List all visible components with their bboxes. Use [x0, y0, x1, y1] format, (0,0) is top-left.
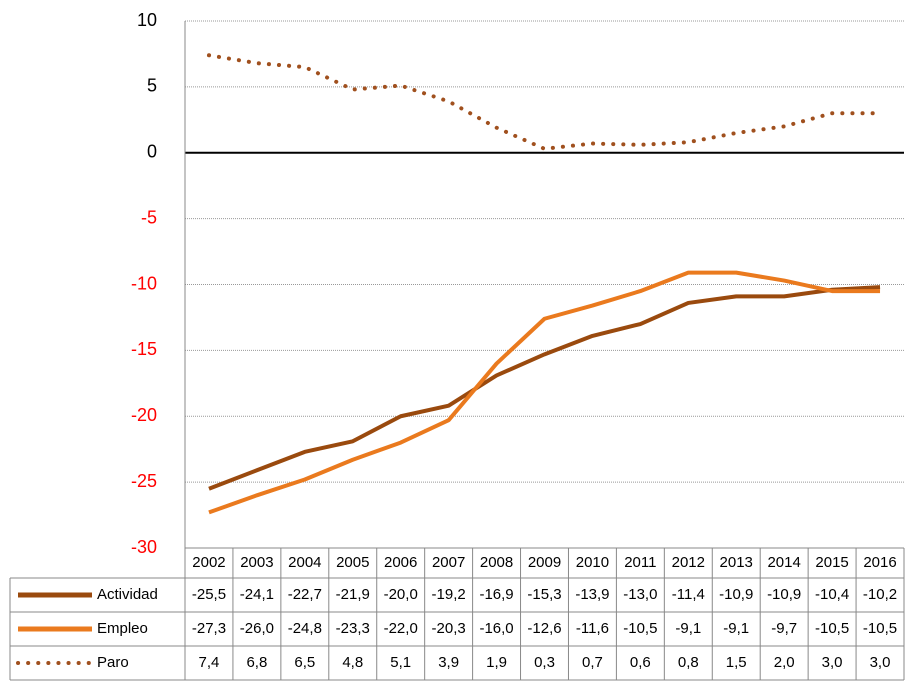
data-label: -13,9	[575, 586, 609, 603]
data-label: -11,6	[576, 620, 609, 637]
y-tick-label: -10	[131, 273, 157, 293]
x-tick-label: 2009	[528, 554, 561, 571]
data-label: -16,9	[479, 586, 513, 603]
data-label: -22,0	[384, 620, 418, 637]
x-tick-label: 2013	[720, 554, 753, 571]
legend-label: Actividad	[97, 586, 158, 603]
data-label: -24,8	[288, 620, 322, 637]
data-label: 0,6	[630, 654, 651, 671]
data-label: -23,3	[336, 620, 370, 637]
y-tick-label: 0	[147, 142, 157, 162]
line-series	[208, 270, 881, 515]
data-label: -26,0	[240, 620, 274, 637]
data-label: 5,1	[390, 654, 411, 671]
y-tick-label: 10	[137, 10, 157, 30]
x-tick-label: 2010	[576, 554, 609, 571]
y-tick-label: -5	[141, 207, 157, 227]
data-label: -10,4	[815, 586, 849, 603]
x-tick-label: 2015	[815, 554, 848, 571]
x-tick-label: 2007	[432, 554, 465, 571]
y-tick-label: -25	[131, 471, 157, 491]
data-label: -10,5	[815, 620, 849, 637]
data-label: -13,0	[623, 586, 657, 603]
data-label: -9,7	[771, 620, 797, 637]
x-tick-label: 2016	[863, 554, 896, 571]
y-tick-label: 5	[147, 76, 157, 96]
data-label: 0,7	[582, 654, 603, 671]
y-tick-label: -15	[131, 339, 157, 359]
y-tick-label: -30	[131, 537, 157, 557]
data-label: -19,2	[432, 586, 466, 603]
data-label: 3,9	[438, 654, 459, 671]
x-tick-label: 2011	[624, 554, 656, 571]
data-label: -15,3	[527, 586, 561, 603]
legend-label: Empleo	[97, 620, 148, 637]
data-label: -10,5	[623, 620, 657, 637]
x-tick-label: 2004	[288, 554, 321, 571]
data-label: 2,0	[774, 654, 795, 671]
x-tick-label: 2012	[672, 554, 705, 571]
data-label: 1,9	[486, 654, 507, 671]
x-tick-label: 2006	[384, 554, 417, 571]
data-label: 3,0	[822, 654, 843, 671]
line-series	[206, 53, 883, 151]
data-label: 1,5	[726, 654, 747, 671]
data-label: 6,8	[246, 654, 267, 671]
data-label: 3,0	[870, 654, 891, 671]
data-label: -10,2	[863, 586, 897, 603]
data-label: 0,3	[534, 654, 555, 671]
x-tick-label: 2003	[240, 554, 273, 571]
data-label: -10,9	[767, 586, 801, 603]
data-label: -20,3	[432, 620, 466, 637]
data-label: -16,0	[479, 620, 513, 637]
data-label: -21,9	[336, 586, 370, 603]
data-label: -20,0	[384, 586, 418, 603]
data-label: -10,5	[863, 620, 897, 637]
legend-label: Paro	[97, 654, 129, 671]
x-tick-label: 2002	[192, 554, 225, 571]
line-series	[208, 285, 881, 491]
x-tick-label: 2005	[336, 554, 369, 571]
x-tick-label: 2008	[480, 554, 513, 571]
data-label: 7,4	[199, 654, 220, 671]
data-label: -10,9	[719, 586, 753, 603]
data-label: -11,4	[672, 586, 705, 603]
data-label: -22,7	[288, 586, 322, 603]
data-label: -9,1	[675, 620, 701, 637]
data-label: -24,1	[240, 586, 274, 603]
y-tick-label: -20	[131, 405, 157, 425]
data-label: 6,5	[294, 654, 315, 671]
data-label: 4,8	[342, 654, 363, 671]
data-label: -25,5	[192, 586, 226, 603]
x-tick-label: 2014	[767, 554, 800, 571]
data-label: -12,6	[527, 620, 561, 637]
data-label: -27,3	[192, 620, 226, 637]
data-label: -9,1	[723, 620, 749, 637]
data-label: 0,8	[678, 654, 699, 671]
